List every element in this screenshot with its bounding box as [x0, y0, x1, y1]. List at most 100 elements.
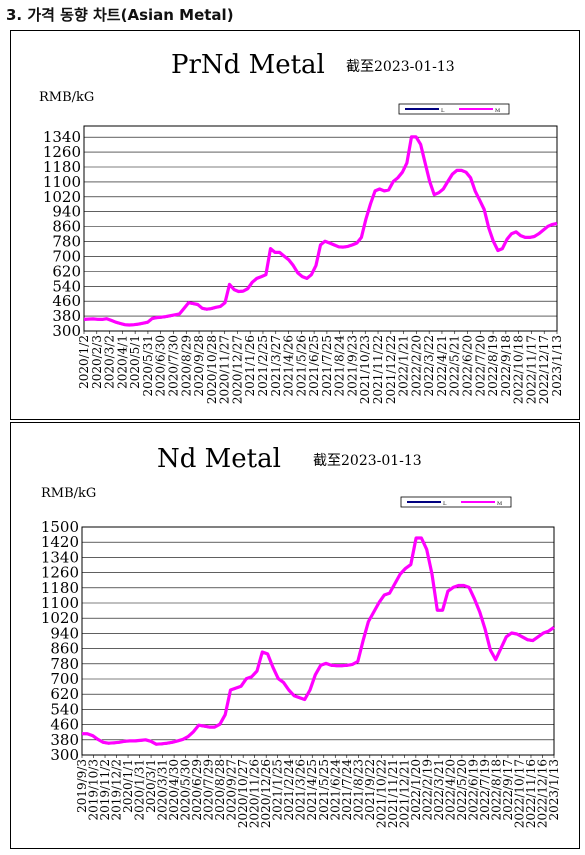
x-tick-label: 2020/8/29	[179, 335, 193, 397]
x-tick-label: 2022/11/17	[524, 335, 538, 404]
x-tick-label: 2021/7/24	[340, 759, 354, 821]
x-tick-label: 2021/4/25	[305, 759, 319, 821]
x-tick-label: 2020/11/26	[248, 759, 262, 828]
section-title: 3. 가격 동향 차트(Asian Metal)	[6, 6, 234, 24]
x-tick-label: 2020/7/29	[202, 759, 216, 821]
legend-label-M: M	[497, 501, 502, 507]
x-tick-label: 2021/12/22	[384, 335, 398, 404]
x-tick-label: 2020/8/28	[213, 759, 227, 821]
y-axis-label: RMB/kG	[41, 486, 96, 501]
x-tick-label: 2021/6/24	[328, 759, 342, 821]
y-tick-label: 1500	[41, 518, 79, 536]
x-tick-label: 2020/12/26	[259, 759, 273, 828]
y-tick-label: 300	[52, 322, 81, 340]
chart-subtitle: 截至2023-01-13	[346, 59, 455, 75]
x-tick-label: 2021/3/27	[269, 335, 283, 397]
x-tick-label: 2021/2/24	[282, 759, 296, 821]
x-tick-label: 2021/8/23	[351, 759, 365, 821]
y-tick-label: 540	[50, 700, 79, 718]
x-tick-label: 2022/6/19	[466, 759, 480, 821]
x-tick-label: 2022/10/18	[512, 335, 526, 404]
x-tick-label: 2020/12/27	[230, 335, 244, 404]
x-tick-label: 2022/1/20	[409, 759, 423, 821]
y-tick-label: 780	[52, 233, 81, 251]
legend-box	[400, 496, 512, 508]
y-tick-label: 940	[52, 203, 81, 221]
x-tick-label: 2022/9/17	[501, 759, 515, 821]
y-tick-label: 620	[52, 262, 81, 280]
y-tick-label: 620	[50, 685, 79, 703]
y-tick-label: 1340	[41, 548, 79, 566]
y-tick-label: 1100	[43, 173, 81, 191]
chart-title: PrNd Metal	[171, 50, 325, 80]
x-tick-label: 2019/9/3	[75, 759, 89, 813]
x-tick-label: 2022/12/17	[537, 335, 551, 404]
legend-label-M: M	[495, 108, 500, 114]
x-tick-label: 2020/5/1	[128, 335, 142, 389]
y-tick-label: 1020	[43, 188, 81, 206]
y-tick-label: 1180	[43, 158, 81, 176]
x-tick-label: 2022/9/18	[499, 335, 513, 397]
x-tick-label: 2021/9/22	[363, 759, 377, 821]
y-tick-label: 460	[52, 292, 81, 310]
x-tick-label: 2020/9/28	[192, 335, 206, 397]
x-tick-label: 2021/2/25	[256, 335, 270, 397]
y-tick-label: 1340	[43, 128, 81, 146]
x-tick-label: 2022/2/19	[420, 759, 434, 821]
legend-label-L: L	[443, 501, 447, 507]
legend-label-L: L	[441, 108, 445, 114]
x-tick-label: 2020/4/30	[167, 759, 181, 821]
x-tick-label: 2020/3/31	[156, 759, 170, 821]
plot-area	[83, 125, 558, 332]
x-tick-label: 2021/5/25	[317, 759, 331, 821]
x-tick-label: 2020/6/30	[154, 335, 168, 397]
x-tick-label: 2020/9/27	[225, 759, 239, 821]
chart-subtitle: 截至2023-01-13	[313, 453, 422, 469]
x-tick-label: 2019/10/3	[87, 759, 101, 821]
y-tick-label: 1020	[41, 609, 79, 627]
x-tick-label: 2022/11/16	[524, 759, 538, 828]
y-tick-label: 700	[50, 670, 79, 688]
x-tick-label: 2021/3/26	[294, 759, 308, 821]
x-tick-label: 2022/5/21	[448, 335, 462, 397]
y-tick-label: 380	[50, 731, 79, 749]
x-tick-label: 2020/1/1	[121, 759, 135, 813]
x-tick-label: 2021/11/21	[386, 759, 400, 828]
series-line-M	[83, 135, 558, 327]
x-tick-label: 2022/4/21	[435, 335, 449, 397]
x-tick-label: 2022/12/16	[535, 759, 549, 828]
x-tick-label: 2021/4/26	[282, 335, 296, 397]
x-tick-label: 2019/11/2	[98, 759, 112, 821]
y-tick-label: 700	[52, 247, 81, 265]
x-tick-label: 2020/3/2	[103, 335, 117, 389]
x-tick-label: 2023/1/13	[550, 335, 564, 397]
x-tick-label: 2022/1/21	[397, 335, 411, 397]
prnd-chart-panel: PrNd Metal 截至2023-01-13 RMB/kG L M 300 380 460 5…	[10, 30, 580, 420]
chart-title: Nd Metal	[157, 444, 281, 474]
x-tick-label: 2021/10/23	[358, 335, 372, 404]
x-tick-label: 2023/1/13	[547, 759, 561, 821]
x-tick-label: 2021/9/23	[345, 335, 359, 397]
y-tick-label: 1420	[41, 533, 79, 551]
x-tick-label: 2022/10/17	[512, 759, 526, 828]
x-tick-label: 2020/3/1	[144, 759, 158, 813]
x-tick-label: 2020/6/29	[190, 759, 204, 821]
x-tick-label: 2021/1/26	[243, 335, 257, 397]
x-tick-label: 2022/7/19	[478, 759, 492, 821]
y-tick-label: 1180	[41, 579, 79, 597]
x-tick-label: 2021/7/25	[320, 335, 334, 397]
legend-box	[398, 103, 510, 115]
x-tick-label: 2020/2/3	[90, 335, 104, 389]
x-tick-label: 2021/5/26	[294, 335, 308, 397]
y-tick-label: 1100	[41, 594, 79, 612]
y-tick-label: 300	[50, 746, 79, 764]
y-tick-label: 380	[52, 307, 81, 325]
x-tick-label: 2020/10/27	[236, 759, 250, 828]
x-tick-label: 2020/4/1	[115, 335, 129, 389]
x-tick-label: 2022/4/20	[443, 759, 457, 821]
plot-area	[81, 526, 555, 756]
x-tick-label: 2020/1/2	[77, 335, 91, 389]
